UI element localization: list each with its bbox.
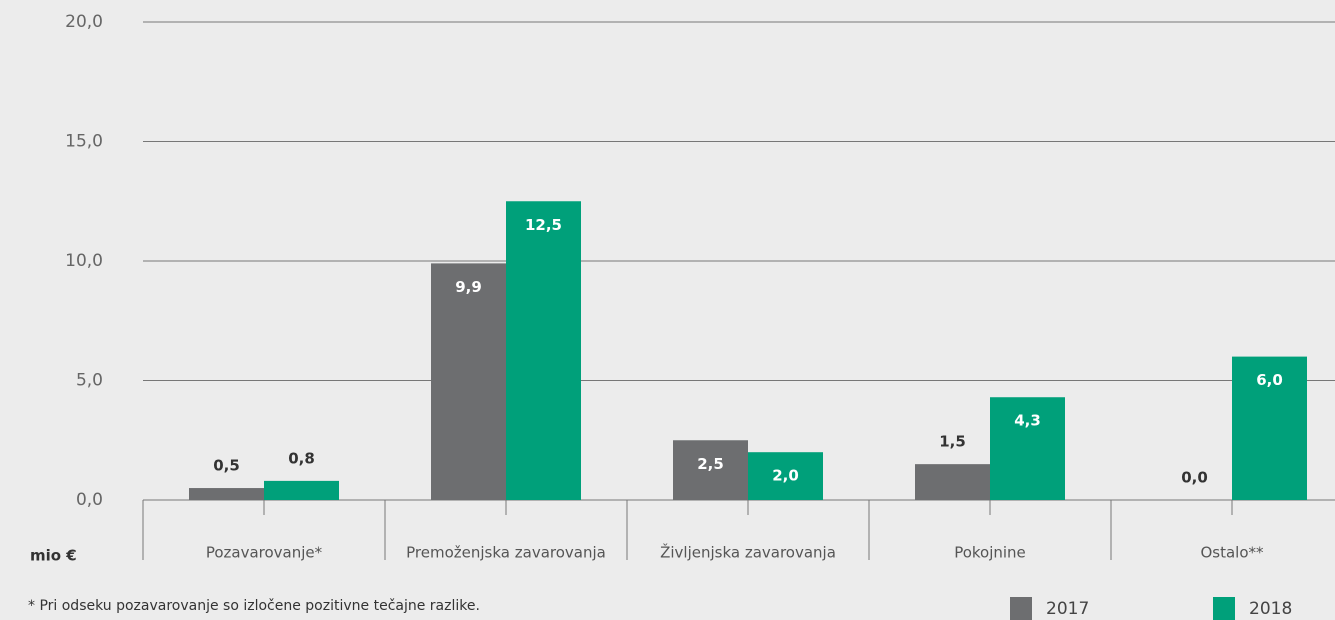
value-label: 9,9 [455, 278, 482, 296]
value-label: 0,8 [288, 449, 315, 467]
bar [1232, 356, 1307, 500]
x-tick-label: Pokojnine [954, 544, 1026, 562]
x-tick-label: Pozavarovanje* [206, 544, 323, 562]
bar [990, 397, 1065, 500]
x-tick-label: Premoženjska zavarovanja [406, 544, 606, 562]
unit-label: mio € [30, 547, 77, 565]
legend-label: 2018 [1249, 599, 1292, 619]
value-label: 6,0 [1256, 371, 1283, 389]
x-tick-label: Ostalo** [1200, 544, 1264, 562]
bar [264, 480, 339, 500]
value-label: 2,0 [772, 467, 799, 485]
y-tick-label: 0,0 [76, 490, 103, 510]
x-tick-label: Življenjska zavarovanja [660, 543, 836, 562]
y-tick-label: 10,0 [65, 251, 103, 271]
bar [189, 488, 264, 500]
value-label: 0,5 [213, 457, 240, 475]
bar [506, 201, 581, 500]
y-tick-label: 20,0 [65, 12, 103, 32]
footnote: * Pri odseku pozavarovanje so izločene p… [28, 598, 480, 614]
legend-label: 2017 [1046, 599, 1089, 619]
value-label: 12,5 [525, 216, 562, 234]
value-label: 0,0 [1181, 469, 1208, 487]
bar [431, 263, 506, 500]
bar [915, 464, 990, 500]
bar [748, 452, 823, 500]
legend-swatch [1010, 597, 1032, 620]
value-label: 2,5 [697, 455, 724, 473]
value-label: 4,3 [1014, 412, 1041, 430]
legend-swatch [1213, 597, 1235, 620]
value-label: 1,5 [939, 433, 966, 451]
bar [673, 440, 748, 500]
y-tick-label: 15,0 [65, 132, 103, 152]
y-tick-label: 5,0 [76, 371, 103, 391]
